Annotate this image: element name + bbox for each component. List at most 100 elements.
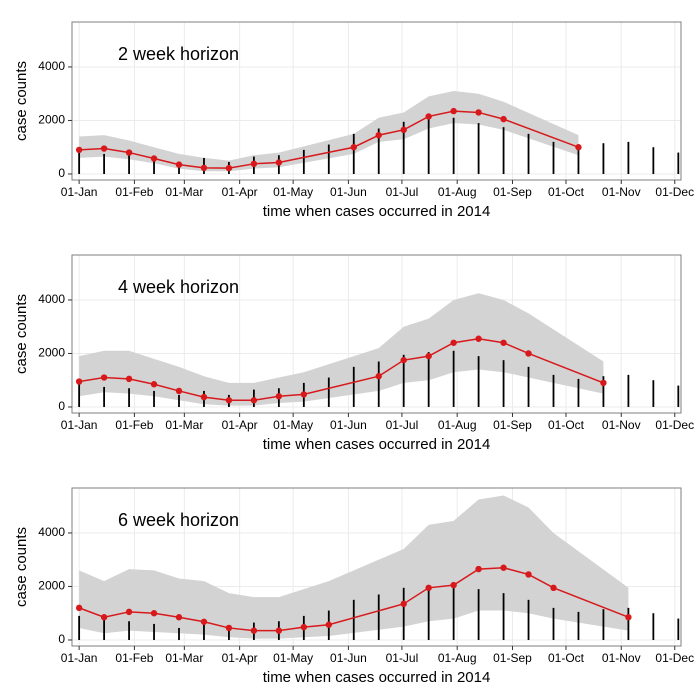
x-tick-label: 01-Jul	[386, 185, 419, 199]
prediction-point	[225, 397, 233, 404]
x-axis-title: time when cases occurred in 2014	[263, 203, 491, 220]
prediction-point	[525, 571, 532, 578]
prediction-point	[425, 584, 432, 592]
y-tick-label: 4000	[38, 525, 65, 539]
prediction-point	[425, 352, 432, 360]
prediction-point	[450, 339, 457, 346]
x-tick-label: 01-Dec	[655, 418, 694, 432]
prediction-point	[300, 391, 308, 398]
prediction-point	[250, 397, 258, 404]
panel-border	[71, 487, 682, 647]
x-tick-label: 01-Mar	[165, 185, 203, 199]
prediction-point	[375, 131, 382, 139]
prediction-point	[625, 614, 632, 621]
interval-band	[79, 293, 604, 406]
prediction-point	[500, 115, 507, 123]
panel-annotation: 4 week horizon	[118, 277, 239, 297]
panel-border	[71, 254, 682, 414]
x-tick-label: 01-Nov	[602, 418, 641, 432]
prediction-point	[225, 624, 233, 632]
prediction-line	[79, 337, 604, 402]
prediction-point	[75, 146, 83, 154]
x-tick-label: 01-Mar	[165, 651, 203, 665]
prediction-point	[75, 604, 83, 612]
prediction-point	[75, 378, 83, 385]
y-tick-label: 2000	[38, 579, 65, 593]
x-tick-label: 01-Feb	[115, 185, 153, 199]
prediction-point	[250, 627, 258, 634]
y-axis-title: case counts	[13, 61, 30, 141]
x-tick-label: 01-Jul	[386, 418, 419, 432]
prediction-point	[225, 164, 233, 172]
y-tick-label: 4000	[38, 292, 65, 306]
x-tick-label: 01-Apr	[222, 185, 258, 199]
prediction-point	[200, 393, 208, 401]
prediction-point	[150, 381, 158, 388]
prediction-point	[175, 614, 183, 621]
y-tick-label: 2000	[38, 113, 65, 127]
prediction-point	[175, 387, 183, 395]
prediction-point	[275, 393, 283, 400]
prediction-point	[575, 144, 582, 151]
prediction-point	[250, 160, 258, 168]
x-axis-title: time when cases occurred in 2014	[263, 669, 491, 686]
prediction-point	[475, 335, 482, 342]
prediction-point	[375, 373, 382, 380]
prediction-point	[500, 564, 507, 571]
x-tick-label: 01-Jul	[386, 651, 419, 665]
x-tick-label: 01-Oct	[548, 418, 585, 432]
prediction-point	[300, 623, 308, 631]
x-tick-label: 01-Aug	[438, 651, 477, 665]
x-tick-label: 01-Dec	[655, 651, 694, 665]
x-tick-label: 01-Oct	[548, 185, 585, 199]
x-tick-label: 01-Sep	[493, 185, 532, 199]
y-tick-label: 2000	[38, 346, 65, 360]
panel-annotation: 6 week horizon	[118, 510, 239, 530]
x-tick-label: 01-Jun	[330, 651, 367, 665]
prediction-point	[325, 621, 332, 628]
prediction-point	[450, 581, 457, 589]
x-tick-label: 01-Apr	[222, 651, 258, 665]
panel-border	[71, 21, 682, 181]
prediction-point	[200, 618, 208, 625]
x-tick-label: 01-May	[273, 651, 313, 665]
prediction-point	[400, 126, 407, 134]
y-tick-label: 0	[58, 632, 65, 646]
y-tick-label: 4000	[38, 59, 65, 73]
prediction-point	[100, 374, 108, 381]
prediction-point	[475, 565, 482, 573]
x-tick-label: 01-Oct	[548, 651, 585, 665]
x-tick-label: 01-May	[273, 418, 313, 432]
prediction-point	[425, 113, 432, 120]
prediction-point	[500, 339, 507, 346]
prediction-point	[100, 145, 108, 152]
prediction-point	[450, 107, 457, 115]
prediction-point	[400, 356, 407, 364]
interval-band	[79, 495, 629, 639]
x-tick-label: 01-May	[273, 185, 313, 199]
x-tick-label: 01-Nov	[602, 651, 641, 665]
y-tick-label: 0	[58, 166, 65, 180]
x-tick-label: 01-Jan	[61, 185, 98, 199]
y-tick-label: 0	[58, 399, 65, 413]
prediction-point	[350, 144, 357, 151]
prediction-point	[200, 164, 208, 172]
prediction-point	[125, 608, 133, 616]
x-tick-label: 01-Mar	[165, 418, 203, 432]
prediction-point	[175, 161, 183, 168]
x-tick-label: 01-Feb	[115, 418, 153, 432]
prediction-point	[525, 350, 532, 357]
prediction-point	[600, 379, 607, 387]
prediction-point	[100, 614, 108, 621]
prediction-point	[275, 627, 283, 634]
prediction-point	[400, 600, 407, 608]
prediction-point	[275, 159, 283, 166]
x-tick-label: 01-Sep	[493, 418, 532, 432]
x-tick-label: 01-Apr	[222, 418, 258, 432]
x-tick-label: 01-Jun	[330, 418, 367, 432]
panel-annotation: 2 week horizon	[118, 44, 239, 64]
x-tick-label: 01-Feb	[115, 651, 153, 665]
x-tick-label: 01-Aug	[438, 185, 477, 199]
prediction-point	[125, 375, 133, 383]
